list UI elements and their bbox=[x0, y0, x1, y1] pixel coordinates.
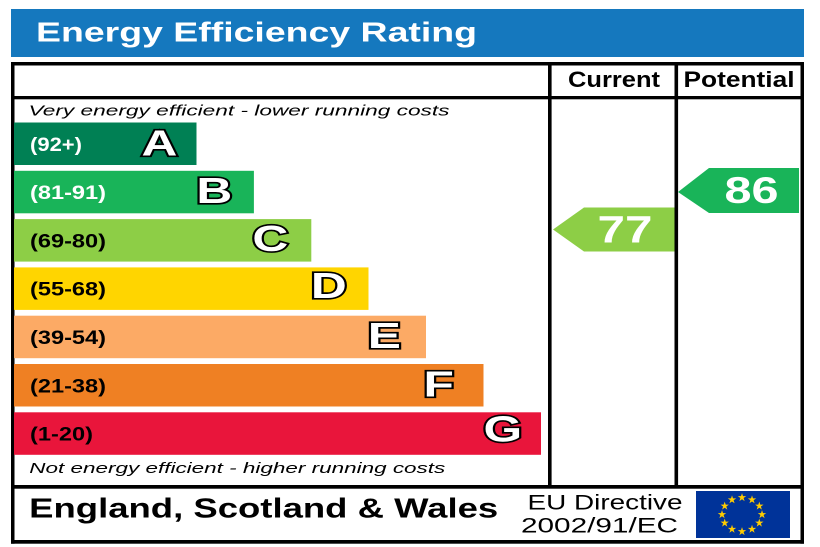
svg-text:(1-20): (1-20) bbox=[30, 424, 93, 446]
svg-text:G: G bbox=[483, 410, 522, 450]
svg-text:2002/91/EC: 2002/91/EC bbox=[521, 515, 678, 538]
svg-text:C: C bbox=[252, 220, 288, 260]
svg-text:D: D bbox=[311, 267, 347, 307]
svg-text:Current: Current bbox=[568, 67, 661, 92]
svg-text:(92+): (92+) bbox=[30, 134, 82, 156]
svg-text:Not energy efficient - higher: Not energy efficient - higher running co… bbox=[29, 461, 445, 477]
svg-text:F: F bbox=[424, 365, 454, 405]
svg-text:England, Scotland & Wales: England, Scotland & Wales bbox=[29, 493, 498, 524]
svg-text:77: 77 bbox=[598, 210, 653, 252]
svg-text:A: A bbox=[142, 124, 178, 164]
svg-text:(81-91): (81-91) bbox=[30, 182, 106, 204]
svg-text:(55-68): (55-68) bbox=[30, 279, 106, 301]
svg-text:Very energy efficient - lower: Very energy efficient - lower running co… bbox=[29, 103, 450, 119]
svg-text:Potential: Potential bbox=[684, 67, 795, 92]
svg-text:B: B bbox=[196, 171, 232, 211]
svg-text:Energy Efficiency Rating: Energy Efficiency Rating bbox=[36, 17, 477, 48]
svg-text:(39-54): (39-54) bbox=[30, 327, 106, 349]
svg-text:EU Directive: EU Directive bbox=[528, 492, 683, 515]
svg-text:(69-80): (69-80) bbox=[30, 230, 106, 252]
svg-text:86: 86 bbox=[725, 170, 779, 211]
svg-text:(21-38): (21-38) bbox=[30, 375, 106, 397]
svg-text:E: E bbox=[368, 317, 401, 357]
